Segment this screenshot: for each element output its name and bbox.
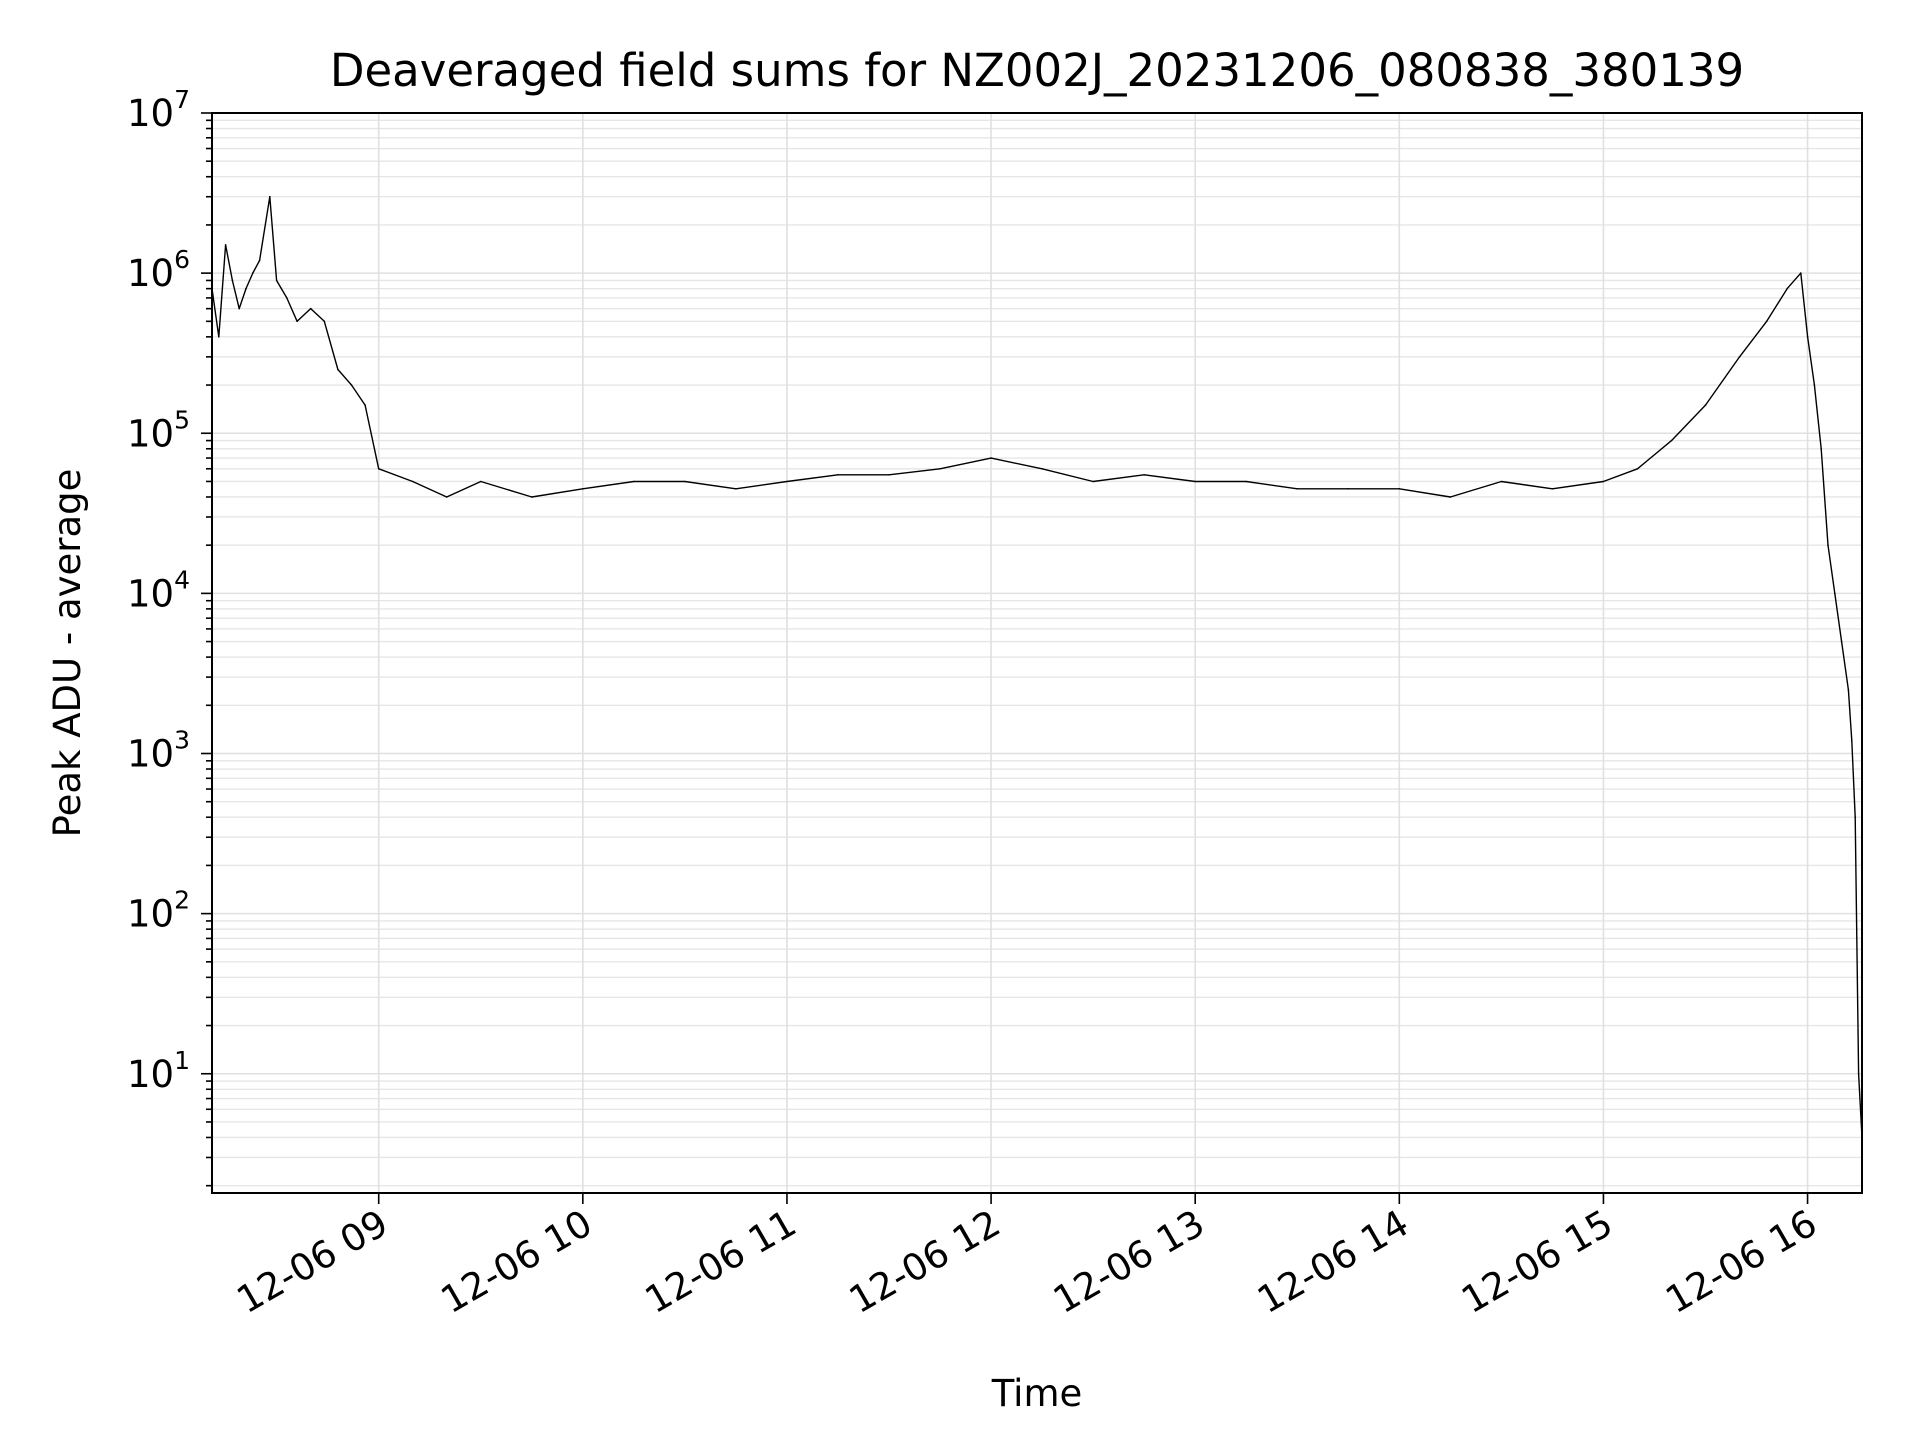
data-point: [1143, 474, 1145, 476]
y-tick-label: 101: [127, 1046, 190, 1096]
data-point: [1347, 488, 1350, 490]
data-point: [296, 320, 298, 323]
data-point: [1670, 439, 1673, 442]
chart-title: Deaveraged field sums for NZ002J_2023120…: [330, 44, 1744, 97]
y-tick-label: 107: [127, 85, 190, 135]
data-point: [1194, 480, 1196, 483]
data-point: [1398, 488, 1401, 490]
data-point: [445, 496, 448, 498]
data-point: [684, 480, 686, 483]
y-tick-label: 103: [127, 726, 190, 776]
y-tick-label: 105: [127, 405, 190, 455]
data-point: [238, 307, 240, 310]
data-point: [1813, 384, 1816, 386]
data-point: [1449, 496, 1452, 498]
data-point: [939, 468, 941, 470]
data-point: [231, 279, 234, 282]
data-point: [1296, 488, 1299, 490]
data-point: [364, 404, 366, 406]
data-point: [269, 195, 271, 198]
data-point: [218, 336, 220, 338]
data-point: [1041, 468, 1043, 470]
data-point: [1820, 448, 1822, 450]
data-point: [411, 480, 414, 483]
y-tick-label: 104: [127, 565, 190, 615]
series-layer: [211, 195, 1863, 1139]
data-point: [350, 384, 353, 386]
data-point: [286, 297, 288, 299]
data-point: [1245, 480, 1247, 483]
data-point: [1704, 404, 1707, 406]
data-point: [224, 244, 227, 246]
data-point: [323, 320, 326, 323]
data-point: [252, 272, 254, 274]
data-point: [531, 496, 533, 498]
y-tick-label: 102: [127, 886, 190, 936]
data-point: [990, 457, 992, 459]
x-tick-label: 12-06 09: [230, 1202, 396, 1322]
data-point: [1857, 1073, 1860, 1075]
x-axis-label: Time: [991, 1372, 1083, 1415]
data-point: [275, 279, 278, 282]
x-tick-label: 12-06 13: [1046, 1202, 1212, 1322]
data-point: [1806, 336, 1809, 338]
data-point: [258, 259, 261, 262]
data-point: [786, 480, 788, 483]
data-point: [1834, 592, 1836, 595]
data-point: [309, 307, 312, 310]
data-point: [735, 488, 737, 490]
data-point: [377, 468, 380, 470]
y-axis-label: Peak ADU - average: [46, 469, 89, 838]
data-point: [1092, 480, 1094, 483]
data-point: [1765, 320, 1768, 323]
data-point: [480, 480, 482, 483]
data-point: [633, 480, 635, 483]
data-point: [1847, 689, 1850, 691]
data-point: [1851, 740, 1853, 742]
data-point: [245, 287, 247, 290]
data-point: [837, 474, 839, 476]
data-point: [582, 488, 584, 490]
data-point: [1602, 480, 1605, 483]
y-tick-label: 106: [127, 245, 190, 295]
data-point: [888, 474, 890, 476]
x-tick-label: 12-06 10: [434, 1202, 600, 1322]
data-point: [1854, 816, 1856, 818]
data-point: [1738, 356, 1741, 358]
grid-layer: [212, 112, 1862, 1193]
series-line: [211, 195, 1863, 1138]
x-tick-label: 12-06 15: [1454, 1202, 1620, 1322]
plot-frame: [211, 112, 1863, 1194]
ticks-layer: 101 102 103 104 105 106 107 12-06 09 12-06 10 12-…: [127, 85, 1824, 1322]
data-point: [1840, 640, 1843, 643]
data-point: [1786, 287, 1788, 290]
x-tick-label: 12-06 16: [1658, 1202, 1824, 1322]
x-tick-label: 12-06 12: [842, 1202, 1008, 1322]
data-point: [1500, 480, 1503, 483]
data-point: [1827, 544, 1829, 546]
data-point: [1636, 468, 1639, 470]
data-point: [1551, 488, 1554, 490]
x-tick-label: 12-06 11: [638, 1202, 804, 1322]
data-point: [1800, 272, 1802, 274]
x-tick-label: 12-06 14: [1250, 1202, 1416, 1322]
data-point: [337, 368, 339, 371]
